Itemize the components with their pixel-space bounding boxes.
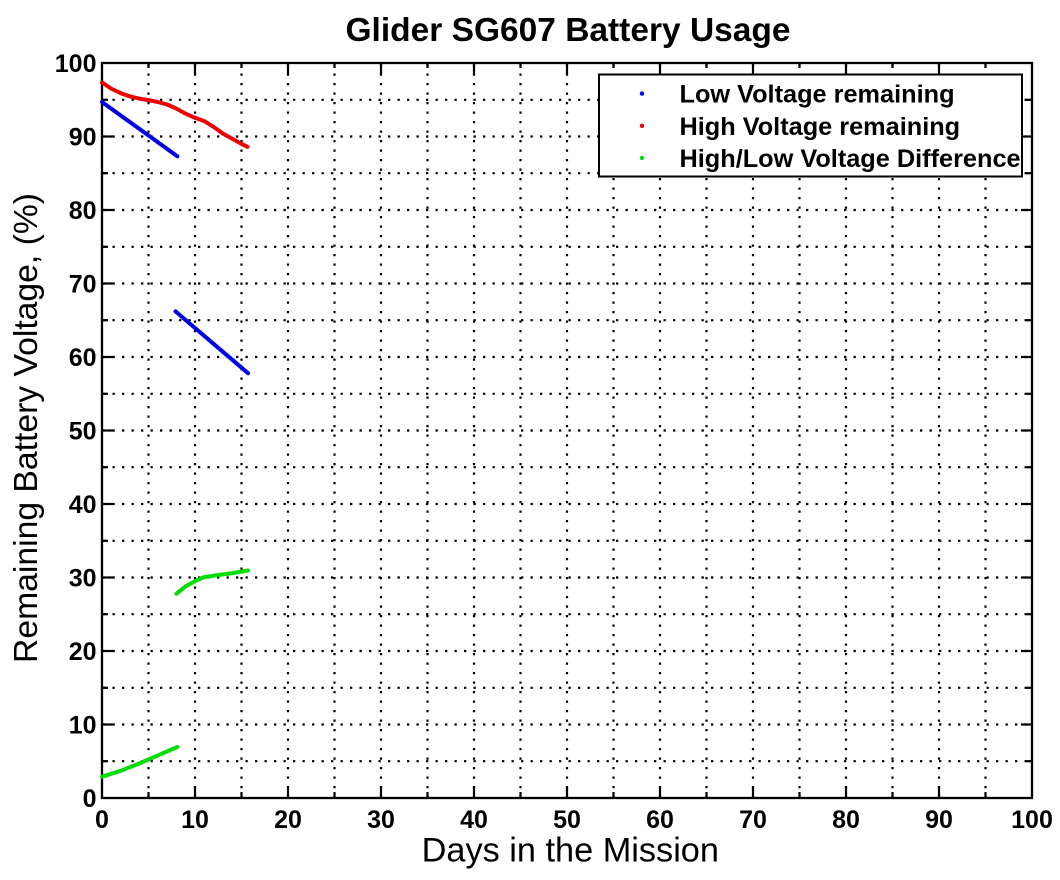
svg-text:10: 10 (181, 806, 209, 834)
svg-text:High/Low Voltage Difference: High/Low Voltage Difference (680, 145, 1021, 173)
svg-text:100: 100 (1011, 806, 1053, 834)
svg-text:20: 20 (69, 638, 97, 666)
svg-text:0: 0 (95, 806, 109, 834)
svg-text:20: 20 (274, 806, 302, 834)
svg-text:50: 50 (553, 806, 581, 834)
svg-text:70: 70 (69, 270, 97, 298)
svg-text:10: 10 (69, 711, 97, 739)
svg-text:60: 60 (646, 806, 674, 834)
svg-text:Low Voltage remaining: Low Voltage remaining (680, 81, 955, 109)
svg-text:30: 30 (367, 806, 395, 834)
svg-text:90: 90 (69, 123, 97, 151)
svg-text:60: 60 (69, 344, 97, 372)
svg-text:Days in the Mission: Days in the Mission (422, 832, 719, 870)
svg-text:100: 100 (55, 50, 97, 78)
svg-text:High Voltage remaining: High Voltage remaining (680, 113, 961, 141)
svg-text:70: 70 (739, 806, 767, 834)
svg-text:Glider SG607 Battery Usage: Glider SG607 Battery Usage (345, 12, 790, 49)
svg-text:90: 90 (925, 806, 953, 834)
svg-text:0: 0 (83, 785, 97, 813)
svg-text:40: 40 (69, 491, 97, 519)
svg-text:30: 30 (69, 564, 97, 592)
svg-text:80: 80 (69, 197, 97, 225)
svg-text:Remaining Battery Voltage, (%): Remaining Battery Voltage, (%) (7, 193, 45, 663)
svg-text:80: 80 (832, 806, 860, 834)
svg-text:50: 50 (69, 417, 97, 445)
svg-text:40: 40 (460, 806, 488, 834)
